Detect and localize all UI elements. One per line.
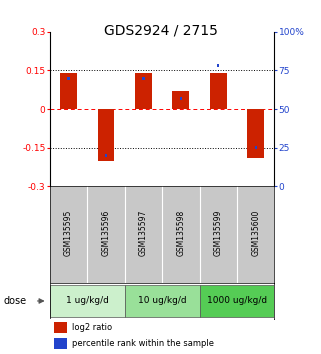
Text: log2 ratio: log2 ratio bbox=[72, 323, 112, 332]
Text: GSM135600: GSM135600 bbox=[251, 210, 260, 256]
Text: 1 ug/kg/d: 1 ug/kg/d bbox=[66, 296, 108, 305]
Bar bbox=[247, 109, 264, 158]
Text: GDS2924 / 2715: GDS2924 / 2715 bbox=[104, 23, 217, 37]
Bar bbox=[217, 64, 220, 67]
Bar bbox=[60, 73, 77, 109]
Text: percentile rank within the sample: percentile rank within the sample bbox=[72, 339, 214, 348]
Bar bbox=[105, 154, 107, 157]
Text: GSM135595: GSM135595 bbox=[64, 210, 73, 256]
Bar bbox=[255, 146, 257, 149]
Text: 1000 ug/kg/d: 1000 ug/kg/d bbox=[207, 296, 267, 305]
Bar bbox=[200, 285, 274, 317]
Bar bbox=[54, 322, 67, 333]
Bar bbox=[135, 73, 152, 109]
Text: GSM135596: GSM135596 bbox=[101, 210, 110, 256]
Bar bbox=[210, 73, 227, 109]
Bar bbox=[180, 97, 182, 100]
Bar bbox=[142, 77, 144, 80]
Text: GSM135598: GSM135598 bbox=[176, 210, 185, 256]
Bar bbox=[54, 338, 67, 349]
Bar bbox=[172, 91, 189, 109]
Text: GSM135599: GSM135599 bbox=[214, 210, 223, 256]
Text: GSM135597: GSM135597 bbox=[139, 210, 148, 256]
Bar bbox=[98, 109, 114, 161]
Text: dose: dose bbox=[3, 296, 26, 306]
Bar bbox=[67, 77, 70, 80]
Bar bbox=[50, 285, 125, 317]
Bar bbox=[125, 285, 200, 317]
Text: 10 ug/kg/d: 10 ug/kg/d bbox=[138, 296, 187, 305]
